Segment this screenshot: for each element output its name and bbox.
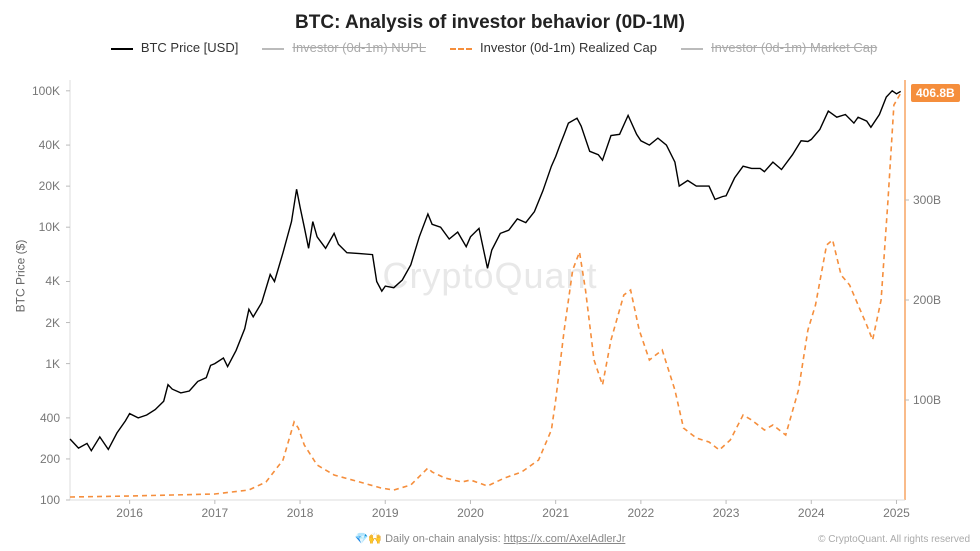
axis-tick: 2022 xyxy=(621,506,661,520)
axis-tick: 10K xyxy=(24,220,60,234)
btc-price-line xyxy=(70,91,901,451)
axis-tick: 2019 xyxy=(365,506,405,520)
axis-tick: 2018 xyxy=(280,506,320,520)
axis-tick: 2021 xyxy=(536,506,576,520)
axis-tick: 2024 xyxy=(791,506,831,520)
plot-svg xyxy=(0,0,980,551)
axis-tick: 40K xyxy=(24,138,60,152)
axis-tick: 100 xyxy=(24,493,60,507)
axis-tick: 200 xyxy=(24,452,60,466)
axis-tick: 2025 xyxy=(876,506,916,520)
value-badge: 406.8B xyxy=(911,84,960,102)
axis-tick: 2023 xyxy=(706,506,746,520)
axis-tick: 400 xyxy=(24,411,60,425)
axis-tick: 2017 xyxy=(195,506,235,520)
footer-link[interactable]: https://x.com/AxelAdlerJr xyxy=(504,533,626,545)
axis-tick: 1K xyxy=(24,357,60,371)
axis-tick: 100K xyxy=(24,84,60,98)
footer-prefix: 💎🙌 Daily on-chain analysis: xyxy=(355,533,504,545)
axis-tick: 200B xyxy=(913,293,941,307)
copyright: © CryptoQuant. All rights reserved xyxy=(818,534,970,545)
axis-tick: 4K xyxy=(24,274,60,288)
axis-tick: 2016 xyxy=(110,506,150,520)
axis-tick: 300B xyxy=(913,193,941,207)
axis-tick: 100B xyxy=(913,393,941,407)
chart-container: BTC: Analysis of investor behavior (0D-1… xyxy=(0,0,980,551)
realized-cap-line xyxy=(70,93,901,497)
axis-tick: 20K xyxy=(24,179,60,193)
axis-tick: 2K xyxy=(24,316,60,330)
axis-tick: 2020 xyxy=(450,506,490,520)
